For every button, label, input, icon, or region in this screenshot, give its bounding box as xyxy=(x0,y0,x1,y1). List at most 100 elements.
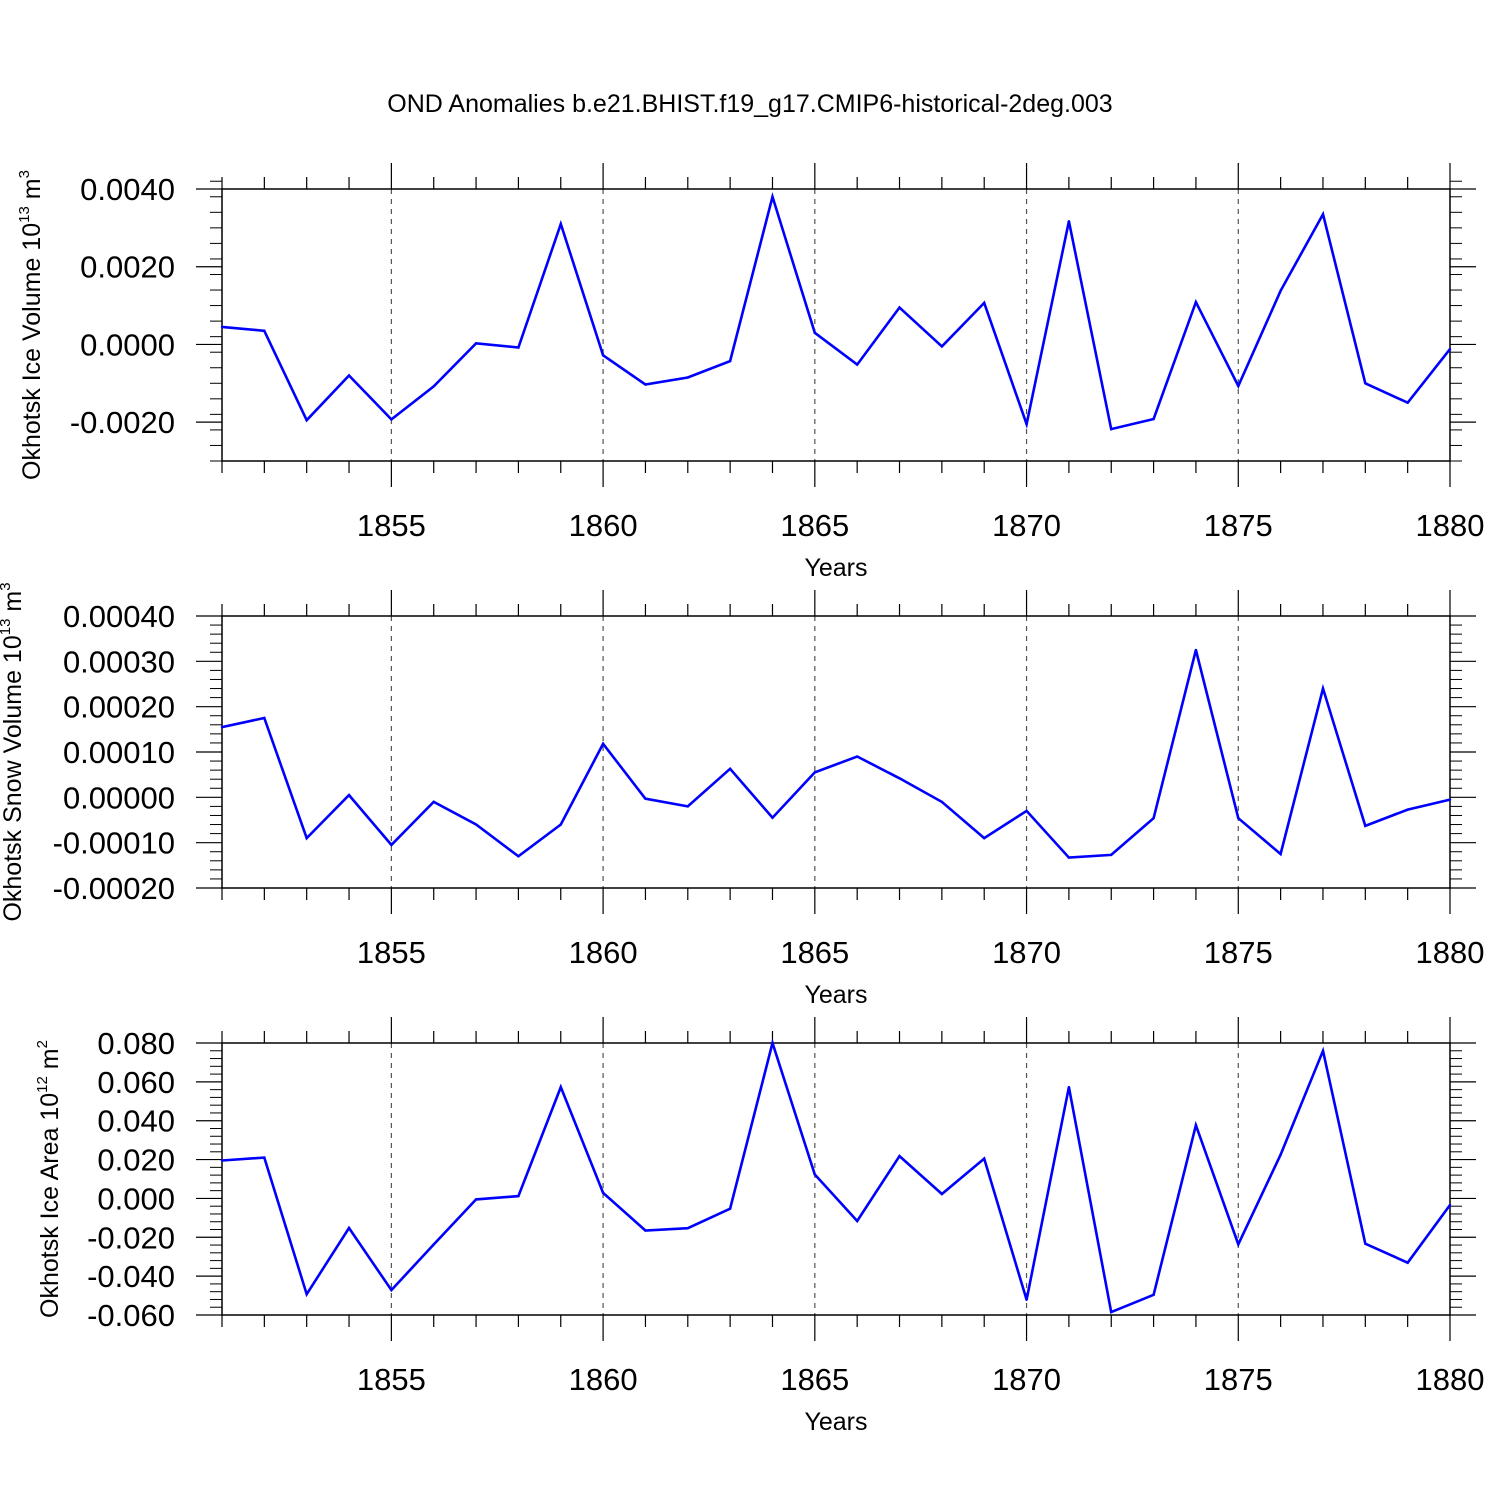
data-point xyxy=(347,1226,351,1230)
y-tick-label: 0.00000 xyxy=(63,780,175,815)
chart-panel-2: 1855 1860 1865 1870 1875 1880 Years -0.00020 -0.… xyxy=(0,582,1484,1009)
data-point xyxy=(771,195,774,198)
x-axis-title: Years xyxy=(804,1408,867,1436)
data-point xyxy=(686,1226,689,1230)
data-point xyxy=(390,843,393,847)
y-tick-label: 0.00030 xyxy=(63,644,175,679)
data-point xyxy=(220,1159,224,1162)
data-point xyxy=(1321,213,1325,216)
data-point xyxy=(474,823,478,826)
data-point xyxy=(855,1219,859,1223)
x-axis-title: Years xyxy=(804,554,867,582)
y-axis-title: Okhotsk Snow Volume 1013 m3 xyxy=(0,582,27,921)
chart-panel-3: 1855 1860 1865 1870 1875 1880 Years -0.060 -0.04… xyxy=(34,1017,1484,1436)
data-point xyxy=(1279,852,1282,856)
data-point xyxy=(601,354,605,357)
data-point xyxy=(1448,798,1452,801)
data-point xyxy=(1406,808,1409,811)
data-point xyxy=(1194,648,1198,652)
data-point xyxy=(1025,422,1028,426)
y-tick-label: 0.080 xyxy=(97,1026,175,1061)
data-point xyxy=(517,1194,520,1198)
data-point xyxy=(1237,1243,1240,1246)
x-tick-label: 1855 xyxy=(357,508,426,543)
data-point xyxy=(813,771,817,774)
y-tick-label: 0.0000 xyxy=(80,327,175,362)
data-point xyxy=(983,301,986,305)
data-point xyxy=(220,325,224,329)
y-tick-label: 0.040 xyxy=(97,1104,175,1139)
x-tick-label: 1880 xyxy=(1416,1362,1485,1397)
data-point xyxy=(432,800,435,804)
data-point xyxy=(1152,1293,1155,1296)
data-point xyxy=(771,816,774,819)
data-point xyxy=(898,1154,901,1158)
data-point xyxy=(813,1173,817,1176)
x-tick-label: 1870 xyxy=(992,1362,1061,1397)
plot-frame xyxy=(221,188,1451,462)
data-series-line xyxy=(221,649,1451,859)
data-point xyxy=(940,1192,944,1196)
data-point xyxy=(1067,856,1071,859)
y-tick-label: -0.00020 xyxy=(53,871,175,906)
y-tick-label: 0.020 xyxy=(97,1143,175,1178)
data-point xyxy=(517,855,520,858)
y-tick-label: -0.00010 xyxy=(53,826,175,861)
figure-title: OND Anomalies b.e21.BHIST.f19_g17.CMIP6-… xyxy=(387,90,1112,118)
data-point xyxy=(728,1207,732,1210)
data-point xyxy=(940,800,944,804)
data-point xyxy=(1110,1310,1113,1314)
x-tick-label: 1860 xyxy=(569,508,638,543)
data-point xyxy=(1279,289,1282,293)
y-tick-label: 0.00040 xyxy=(63,599,175,634)
data-point xyxy=(263,716,266,720)
y-tick-label: -0.0020 xyxy=(70,405,175,440)
data-point xyxy=(1110,853,1113,857)
data-point xyxy=(474,342,478,345)
x-axis-title: Years xyxy=(804,981,867,1009)
data-point xyxy=(898,306,901,309)
data-point xyxy=(474,1198,478,1201)
data-point xyxy=(686,376,689,379)
data-point xyxy=(1067,220,1071,223)
data-point xyxy=(1364,824,1367,828)
data-point xyxy=(1194,300,1198,304)
data-point xyxy=(898,777,901,780)
y-axis-title: Okhotsk Ice Volume 1013 m3 xyxy=(16,170,46,480)
data-point xyxy=(1321,687,1325,690)
data-point xyxy=(1025,1298,1028,1302)
data-point xyxy=(983,836,986,840)
y-tick-label: -0.060 xyxy=(87,1298,175,1333)
y-tick-label: 0.0040 xyxy=(80,172,175,207)
data-point xyxy=(1448,347,1452,351)
chart-panel-1: 1855 1860 1865 1870 1875 1880 Years -0.0020 0.00… xyxy=(16,163,1484,582)
y-axis-title: Okhotsk Ice Area 1012 m2 xyxy=(34,1040,64,1318)
data-point xyxy=(263,1156,266,1159)
data-point xyxy=(601,1191,605,1194)
data-point xyxy=(1237,384,1240,388)
x-tick-label: 1875 xyxy=(1204,1362,1273,1397)
data-point xyxy=(305,836,308,840)
data-point xyxy=(1364,382,1367,385)
data-point xyxy=(601,742,605,746)
data-series-line xyxy=(221,1038,1452,1314)
data-point xyxy=(940,345,944,348)
x-tick-label: 1875 xyxy=(1204,935,1273,970)
data-point xyxy=(813,331,817,334)
data-point xyxy=(1406,1261,1409,1264)
data-point xyxy=(1279,1153,1282,1156)
data-point xyxy=(559,1085,562,1089)
y-tick-label: 0.000 xyxy=(97,1181,175,1216)
data-point xyxy=(347,374,351,377)
data-point xyxy=(305,1293,308,1296)
data-point xyxy=(263,329,266,333)
x-tick-label: 1870 xyxy=(992,508,1061,543)
data-point xyxy=(432,1243,435,1246)
x-tick-label: 1880 xyxy=(1416,508,1485,543)
data-point xyxy=(305,419,308,422)
data-point xyxy=(1194,1123,1198,1127)
data-point xyxy=(728,359,732,363)
y-tick-label: -0.020 xyxy=(87,1220,175,1255)
data-point xyxy=(390,1288,393,1292)
